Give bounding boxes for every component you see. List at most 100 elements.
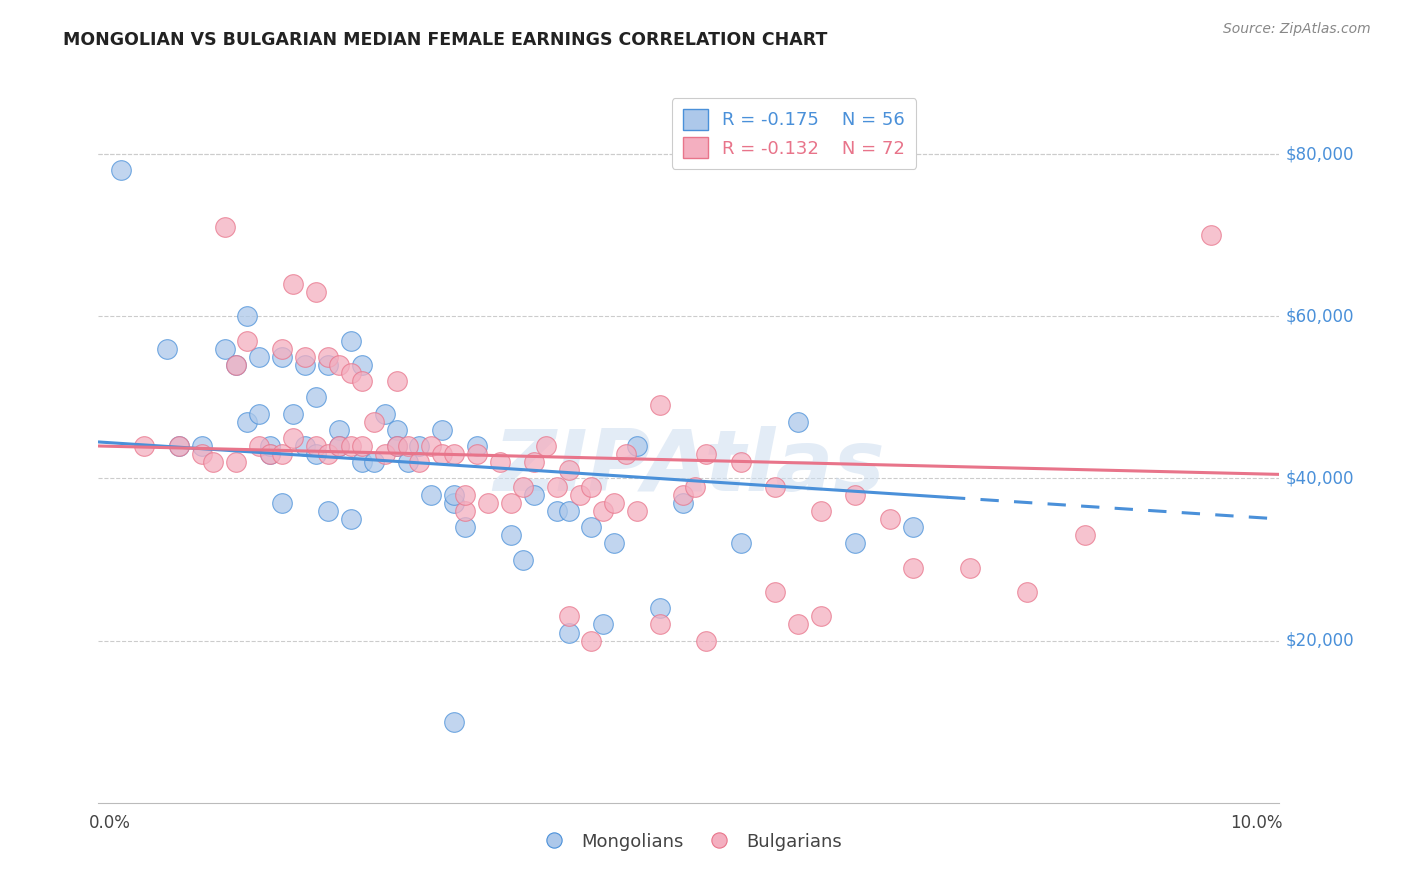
- Text: $40,000: $40,000: [1285, 469, 1354, 487]
- Point: [225, 358, 247, 372]
- Point: [214, 342, 236, 356]
- Point: [901, 520, 924, 534]
- Point: [603, 496, 626, 510]
- Point: [959, 560, 981, 574]
- Point: [247, 439, 270, 453]
- Point: [695, 633, 717, 648]
- Point: [408, 439, 430, 453]
- Point: [557, 609, 579, 624]
- Text: ZIPAtlas: ZIPAtlas: [494, 425, 884, 509]
- Point: [316, 350, 339, 364]
- Point: [581, 479, 603, 493]
- Point: [1073, 528, 1095, 542]
- Point: [339, 366, 361, 380]
- Point: [214, 220, 236, 235]
- Point: [352, 374, 374, 388]
- Point: [695, 447, 717, 461]
- Text: $80,000: $80,000: [1285, 145, 1354, 163]
- Point: [167, 439, 190, 453]
- Point: [523, 455, 546, 469]
- Point: [901, 560, 924, 574]
- Point: [512, 552, 534, 566]
- Point: [650, 399, 672, 413]
- Point: [294, 358, 316, 372]
- Point: [454, 504, 477, 518]
- Point: [763, 479, 786, 493]
- Point: [465, 439, 488, 453]
- Point: [730, 536, 752, 550]
- Point: [305, 390, 328, 404]
- Point: [316, 358, 339, 372]
- Point: [236, 334, 259, 348]
- Point: [512, 479, 534, 493]
- Point: [283, 277, 305, 291]
- Point: [385, 423, 408, 437]
- Point: [546, 479, 568, 493]
- Point: [225, 358, 247, 372]
- Point: [844, 488, 866, 502]
- Point: [167, 439, 190, 453]
- Point: [283, 431, 305, 445]
- Point: [501, 528, 523, 542]
- Point: [396, 439, 419, 453]
- Point: [236, 415, 259, 429]
- Point: [305, 447, 328, 461]
- Point: [420, 439, 443, 453]
- Point: [339, 512, 361, 526]
- Text: MONGOLIAN VS BULGARIAN MEDIAN FEMALE EARNINGS CORRELATION CHART: MONGOLIAN VS BULGARIAN MEDIAN FEMALE EAR…: [63, 31, 828, 49]
- Point: [294, 439, 316, 453]
- Point: [202, 455, 225, 469]
- Legend: Mongolians, Bulgarians: Mongolians, Bulgarians: [529, 826, 849, 858]
- Point: [420, 488, 443, 502]
- Point: [672, 496, 695, 510]
- Text: $60,000: $60,000: [1285, 307, 1354, 326]
- Point: [363, 455, 385, 469]
- Point: [110, 163, 132, 178]
- Point: [534, 439, 557, 453]
- Point: [305, 439, 328, 453]
- Point: [385, 439, 408, 453]
- Point: [283, 407, 305, 421]
- Point: [134, 439, 156, 453]
- Point: [443, 447, 465, 461]
- Point: [270, 350, 292, 364]
- Point: [477, 496, 499, 510]
- Point: [763, 585, 786, 599]
- Point: [443, 488, 465, 502]
- Point: [339, 334, 361, 348]
- Point: [650, 601, 672, 615]
- Point: [683, 479, 706, 493]
- Point: [432, 447, 454, 461]
- Point: [225, 455, 247, 469]
- Point: [454, 520, 477, 534]
- Point: [488, 455, 510, 469]
- Point: [523, 488, 546, 502]
- Point: [328, 358, 350, 372]
- Point: [259, 439, 281, 453]
- Point: [270, 342, 292, 356]
- Point: [786, 617, 808, 632]
- Point: [603, 536, 626, 550]
- Point: [581, 520, 603, 534]
- Point: [443, 714, 465, 729]
- Point: [581, 633, 603, 648]
- Point: [650, 617, 672, 632]
- Point: [190, 439, 212, 453]
- Point: [339, 439, 361, 453]
- Point: [557, 625, 579, 640]
- Point: [385, 439, 408, 453]
- Point: [156, 342, 179, 356]
- Point: [247, 407, 270, 421]
- Point: [614, 447, 637, 461]
- Point: [432, 423, 454, 437]
- Point: [259, 447, 281, 461]
- Point: [374, 447, 396, 461]
- Point: [396, 455, 419, 469]
- Point: [443, 496, 465, 510]
- Point: [294, 350, 316, 364]
- Point: [810, 609, 832, 624]
- Point: [305, 285, 328, 299]
- Point: [786, 415, 808, 429]
- Point: [316, 447, 339, 461]
- Point: [1199, 228, 1222, 243]
